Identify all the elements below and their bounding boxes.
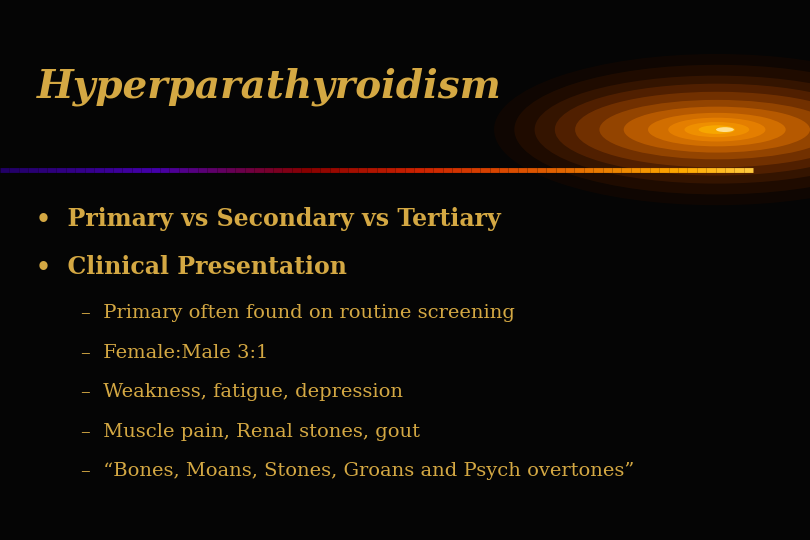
Text: –  Female:Male 3:1: – Female:Male 3:1: [81, 343, 268, 362]
Ellipse shape: [698, 125, 735, 134]
Text: –  “Bones, Moans, Stones, Groans and Psych overtones”: – “Bones, Moans, Stones, Groans and Psyc…: [81, 462, 634, 481]
Ellipse shape: [535, 76, 810, 184]
Ellipse shape: [648, 113, 786, 146]
Text: –  Primary often found on routine screening: – Primary often found on routine screeni…: [81, 304, 515, 322]
Text: •  Primary vs Secondary vs Tertiary: • Primary vs Secondary vs Tertiary: [36, 207, 501, 231]
Ellipse shape: [684, 122, 749, 137]
Ellipse shape: [514, 65, 810, 194]
Ellipse shape: [494, 54, 810, 205]
Text: Hyperparathyroidism: Hyperparathyroidism: [36, 67, 501, 106]
Ellipse shape: [555, 84, 810, 176]
Ellipse shape: [575, 92, 810, 167]
Ellipse shape: [716, 127, 734, 132]
Ellipse shape: [624, 107, 810, 152]
Ellipse shape: [599, 100, 810, 159]
Text: –  Muscle pain, Renal stones, gout: – Muscle pain, Renal stones, gout: [81, 423, 420, 441]
Text: –  Weakness, fatigue, depression: – Weakness, fatigue, depression: [81, 383, 403, 401]
Text: •  Clinical Presentation: • Clinical Presentation: [36, 255, 347, 279]
Ellipse shape: [668, 118, 765, 141]
